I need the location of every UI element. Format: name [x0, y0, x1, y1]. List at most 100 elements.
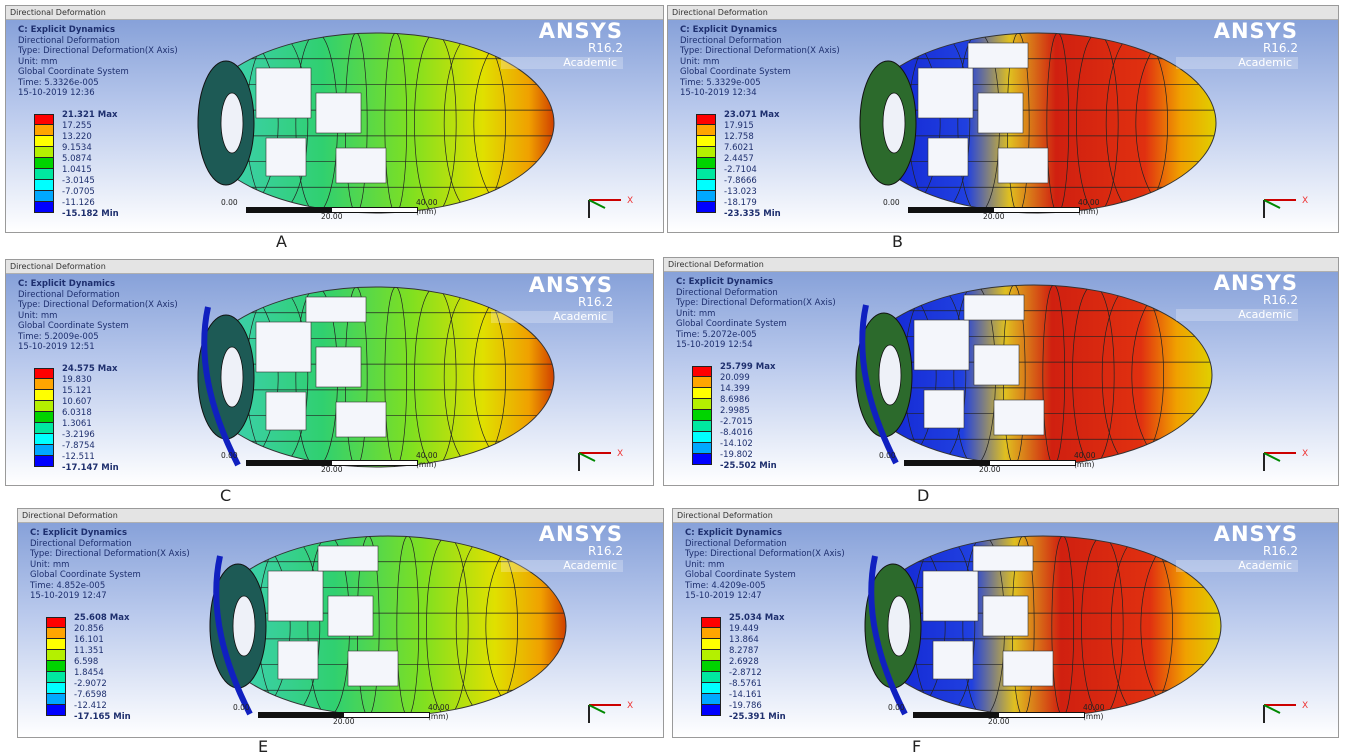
axis-triad-icon: X	[1263, 196, 1308, 218]
legend-value: -25.502 Min	[720, 460, 777, 471]
legend-row: 10.607	[34, 397, 119, 412]
ring-hole	[220, 92, 244, 154]
legend-value: -25.391 Min	[729, 711, 786, 722]
legend-value: -2.8712	[729, 667, 762, 678]
ansys-logo: ANSYS R16.2 Academic	[1176, 523, 1298, 572]
legend-value: -14.102	[720, 438, 753, 449]
legend-swatch	[692, 366, 712, 377]
scale-mid: 20.00	[321, 465, 343, 474]
legend-swatch	[696, 125, 716, 136]
legend-swatch	[34, 114, 54, 125]
info-line: 15-10-2019 12:47	[685, 591, 762, 601]
scale-bar-line	[246, 207, 418, 213]
legend-row: 24.575 Max	[34, 364, 119, 379]
legend-row: 11.351	[46, 646, 131, 661]
legend-row: -19.786	[701, 701, 786, 716]
shell-opening	[265, 391, 307, 431]
legend-value: 13.864	[729, 634, 759, 645]
legend-row: -17.147 Min	[34, 463, 119, 478]
shell-opening	[997, 147, 1049, 184]
legend-swatch	[34, 379, 54, 390]
legend-row: 2.4457	[696, 154, 781, 169]
legend-row: -12.511	[34, 452, 119, 467]
legend-row: 20.856	[46, 624, 131, 639]
legend-value: -7.0705	[62, 186, 95, 197]
scale-start: 0.00	[221, 198, 238, 207]
scale-mid: 20.00	[333, 717, 355, 726]
info-line: 15-10-2019 12:54	[676, 340, 753, 350]
logo-name: ANSYS	[538, 522, 623, 546]
shell-opening	[335, 147, 387, 184]
shell-opening	[913, 319, 970, 371]
info-line: Type: Directional Deformation(X Axis)	[685, 549, 845, 559]
legend-value: 17.255	[62, 120, 92, 131]
result-panel-b: Directional Deformation C: Explicit Dynam…	[667, 5, 1339, 233]
info-line: Unit: mm	[685, 559, 725, 570]
scale-mid: 20.00	[983, 212, 1005, 221]
logo-edition: Academic	[1176, 57, 1298, 69]
ring-hole	[878, 344, 902, 406]
info-line: Time: 4.4209e-005	[685, 580, 766, 591]
legend-value: -7.8666	[724, 175, 757, 186]
legend-value: 16.101	[74, 634, 104, 645]
scale-bar: 0.00 40.00 (mm) 20.00	[221, 198, 451, 222]
panel-caption: C	[220, 486, 232, 505]
triad-x-label: X	[627, 196, 633, 206]
legend-value: 25.799 Max	[720, 361, 776, 372]
info-line: Unit: mm	[18, 310, 58, 321]
info-line: Type: Directional Deformation(X Axis)	[680, 46, 840, 56]
info-line: Global Coordinate System	[680, 67, 791, 77]
color-legend: 24.575 Max 19.830 15.121 10.607 6.0318 1.3061…	[34, 364, 119, 478]
shell-opening	[305, 296, 367, 323]
scale-bar: 0.00 40.00 (mm) 20.00	[888, 703, 1118, 727]
shell-model	[197, 32, 555, 214]
panel-title-bar: Directional Deformation	[664, 258, 1338, 272]
info-line: 15-10-2019 12:47	[30, 591, 107, 601]
legend-row: 25.034 Max	[701, 613, 786, 628]
shell-opening	[963, 294, 1025, 321]
frame-edge	[868, 555, 908, 716]
mesh-grid	[856, 285, 1212, 465]
scale-end: 40.00 (mm)	[416, 198, 438, 216]
info-line: C: Explicit Dynamics	[680, 25, 778, 35]
legend-value: 21.321 Max	[62, 109, 118, 120]
legend-row: 13.864	[701, 635, 786, 650]
legend-swatch	[34, 456, 54, 467]
info-line: 15-10-2019 12:34	[680, 88, 757, 98]
legend-swatch	[46, 650, 66, 661]
shell-opening	[972, 545, 1034, 572]
legend-row: 15.121	[34, 386, 119, 401]
result-info: C: Explicit Dynamics Directional Deformat…	[18, 279, 208, 353]
shell-opening	[315, 92, 362, 134]
legend-row: 19.830	[34, 375, 119, 390]
info-line: Directional Deformation	[685, 538, 787, 549]
legend-row: 25.799 Max	[692, 362, 777, 377]
logo-name: ANSYS	[1213, 19, 1298, 43]
legend-row: 6.598	[46, 657, 131, 672]
shell-opening	[317, 545, 379, 572]
legend-value: 12.758	[724, 131, 754, 142]
legend-swatch	[696, 147, 716, 158]
info-line: Global Coordinate System	[685, 570, 796, 580]
legend-value: -17.147 Min	[62, 462, 119, 473]
scale-end: 40.00 (mm)	[1074, 451, 1096, 469]
legend-swatch	[696, 191, 716, 202]
legend-swatch	[701, 628, 721, 639]
legend-row: 16.101	[46, 635, 131, 650]
scale-end: 40.00 (mm)	[1078, 198, 1100, 216]
axis-triad-icon: X	[578, 449, 623, 471]
result-panel-a: Directional Deformation C: Explicit Dynam…	[5, 5, 664, 233]
legend-swatch	[696, 158, 716, 169]
legend-value: 8.6986	[720, 394, 750, 405]
legend-row: 21.321 Max	[34, 110, 119, 125]
legend-value: 7.6021	[724, 142, 754, 153]
legend-row: 23.071 Max	[696, 110, 781, 125]
axis-triad-icon: X	[1263, 449, 1308, 471]
legend-value: -2.9072	[74, 678, 107, 689]
result-panel-c: Directional Deformation C: Explicit Dynam…	[5, 259, 654, 486]
scale-end: 40.00 (mm)	[428, 703, 450, 721]
info-line: Time: 5.2009e-005	[18, 331, 99, 342]
scale-mid: 20.00	[988, 717, 1010, 726]
legend-value: -8.4016	[720, 427, 753, 438]
legend-swatch	[46, 672, 66, 683]
